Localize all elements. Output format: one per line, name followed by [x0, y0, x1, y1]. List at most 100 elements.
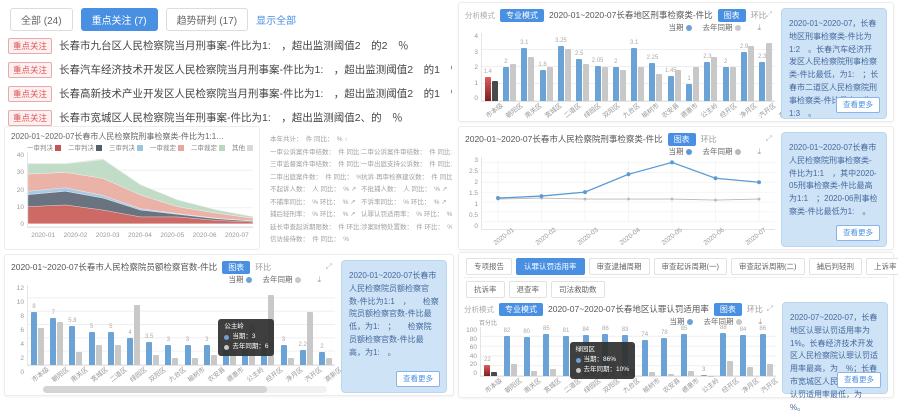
current-bar[interactable]: 2.3	[759, 62, 765, 101]
see-more-button[interactable]: 查看更多	[836, 225, 880, 241]
current-bar[interactable]: 88	[720, 333, 726, 376]
current-bar[interactable]: 3	[281, 345, 287, 365]
lastyear-bar[interactable]	[115, 345, 121, 365]
current-bar[interactable]: 3	[165, 345, 171, 365]
legend-item[interactable]: 二审判决	[68, 142, 102, 152]
lastyear-bar[interactable]	[565, 49, 571, 101]
legend-item[interactable]: 二审裁定	[191, 142, 225, 152]
bar-group[interactable]: 7	[47, 285, 66, 365]
bar-group[interactable]: 2	[500, 33, 518, 101]
see-more-button[interactable]: 查看更多	[396, 371, 440, 387]
lastyear-bar[interactable]	[711, 57, 717, 101]
lastyear-bar[interactable]	[326, 358, 332, 365]
current-bar[interactable]: 82	[504, 336, 510, 376]
bar-group[interactable]: 1.4	[482, 33, 500, 101]
bar-group[interactable]: 5	[86, 285, 105, 365]
lastyear-bar[interactable]	[153, 355, 159, 365]
metric-tab[interactable]: 审查起诉周期(一)	[654, 258, 728, 275]
lastyear-bar[interactable]	[748, 46, 754, 101]
bar-group[interactable]: 2	[720, 33, 738, 101]
see-more-button[interactable]: 查看更多	[836, 97, 880, 113]
current-bar[interactable]: 1.4	[485, 77, 491, 101]
legend-item[interactable]: 当期	[228, 274, 252, 285]
current-bar[interactable]: 2.25	[649, 63, 655, 101]
current-bar[interactable]: 3.5	[146, 342, 152, 365]
current-bar[interactable]: 2.2	[300, 350, 306, 365]
pro-mode-button[interactable]: 专业模式	[500, 9, 544, 22]
expand-icon[interactable]: ⤢	[766, 134, 772, 144]
current-bar[interactable]: 5	[108, 332, 114, 365]
current-bar[interactable]: 8	[31, 312, 37, 365]
current-bar[interactable]: 2.05	[595, 66, 601, 101]
bar-group[interactable]: 2.3	[757, 33, 775, 101]
download-icon[interactable]: ⤓	[757, 147, 761, 157]
current-bar[interactable]: 2.9	[741, 52, 747, 101]
metric-tab[interactable]: 认罪认罚适用率	[516, 258, 585, 275]
legend-item[interactable]: 一审裁定	[150, 142, 184, 152]
current-bar[interactable]: 7	[50, 318, 56, 365]
bar-group[interactable]: 3	[277, 285, 296, 365]
bar-group[interactable]: 82	[501, 327, 521, 376]
bar-group[interactable]: 1	[683, 33, 701, 101]
plot[interactable]	[481, 157, 775, 230]
tab-key-focus[interactable]: 重点关注 (7)	[81, 8, 158, 31]
download-icon[interactable]: ⤓	[317, 275, 321, 285]
lastyear-bar[interactable]	[528, 57, 534, 101]
bar-group[interactable]: 78	[658, 327, 678, 376]
bar-group[interactable]: 3	[162, 285, 181, 365]
current-bar[interactable]: 85	[543, 334, 549, 376]
legend-item[interactable]: 三审判决	[109, 142, 143, 152]
legend-item[interactable]: 去年同期	[702, 146, 741, 157]
chart-type-button[interactable]: 图表	[718, 9, 746, 22]
lastyear-bar[interactable]	[96, 345, 102, 365]
alert-row[interactable]: 重点关注 长春高新技术产业开发区人民检察院当月刑事案-件比为1: ，超出监测阈值…	[8, 83, 452, 104]
current-bar[interactable]: 78	[661, 338, 667, 376]
lastyear-bar[interactable]	[730, 67, 736, 101]
lastyear-bar[interactable]	[675, 70, 681, 101]
h-scrollbar[interactable]	[43, 386, 327, 393]
legend-item[interactable]: 一审判决	[27, 142, 61, 152]
expand-icon[interactable]: ⤢	[326, 262, 332, 272]
bar-group[interactable]: 2.05	[592, 33, 610, 101]
bar-group[interactable]: 22	[481, 327, 501, 376]
current-bar[interactable]: 1.45	[668, 76, 674, 101]
bar-group[interactable]: 3	[201, 285, 220, 365]
current-bar[interactable]: 80	[524, 337, 530, 376]
current-bar[interactable]: 3	[701, 375, 707, 376]
metric-tab[interactable]: 捕后判轻刑	[809, 258, 863, 275]
lastyear-bar[interactable]	[57, 322, 63, 365]
current-bar[interactable]: 85	[681, 334, 687, 376]
bar-group[interactable]: 8	[28, 285, 47, 365]
lastyear-bar[interactable]	[547, 67, 553, 101]
lastyear-bar[interactable]	[492, 81, 498, 101]
current-bar[interactable]: 86	[760, 334, 766, 376]
metric-tab[interactable]: 退查率	[509, 281, 548, 298]
current-bar[interactable]: 74	[642, 340, 648, 376]
legend-item[interactable]: 其他	[232, 142, 253, 152]
bar-group[interactable]: 4	[124, 285, 143, 365]
lastyear-bar[interactable]	[510, 64, 516, 101]
current-bar[interactable]: 3.1	[521, 48, 527, 101]
metric-tab[interactable]: 上诉率	[866, 258, 898, 275]
current-bar[interactable]: 1.8	[540, 70, 546, 101]
legend-item[interactable]: 当期	[669, 316, 693, 327]
area-plot[interactable]	[27, 152, 253, 228]
expand-icon[interactable]: ⤢	[766, 10, 772, 20]
current-bar[interactable]: 2.5	[576, 59, 582, 102]
bar-group[interactable]: 3.25	[555, 33, 573, 101]
bar-group[interactable]: 3.5	[143, 285, 162, 365]
current-bar[interactable]: 2	[319, 352, 325, 365]
show-all-link[interactable]: 显示全部	[256, 12, 296, 27]
lastyear-bar[interactable]	[602, 67, 608, 101]
lastyear-bar[interactable]	[766, 43, 772, 101]
alert-row[interactable]: 重点关注 长春汽车经济技术开发区人民检察院当月刑事案-件比为1: ，超出监测阈值…	[8, 59, 452, 80]
scrollbar-thumb[interactable]	[43, 386, 267, 393]
lastyear-bar[interactable]	[192, 358, 198, 365]
metric-tab[interactable]: 抗诉率	[466, 281, 505, 298]
lastyear-bar[interactable]	[38, 328, 44, 365]
bar-group[interactable]: 74	[638, 327, 658, 376]
metric-tab[interactable]: 审查起诉周期(二)	[731, 258, 805, 275]
lastyear-bar[interactable]	[638, 67, 644, 101]
lastyear-bar[interactable]	[172, 358, 178, 365]
